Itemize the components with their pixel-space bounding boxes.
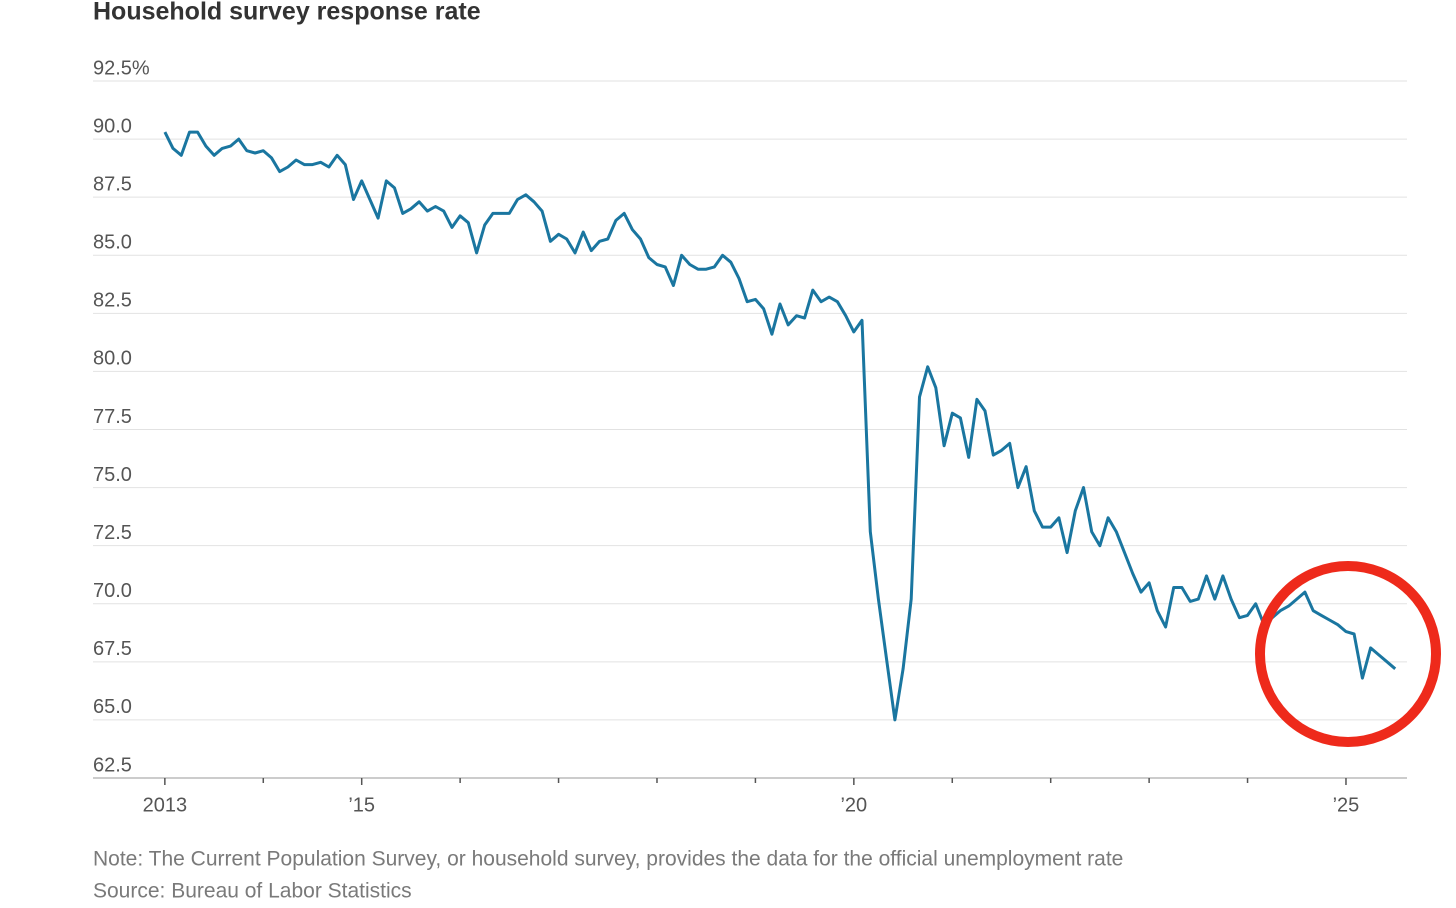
y-tick-label: 65.0 — [93, 696, 132, 718]
x-tick-label: 2013 — [143, 794, 188, 816]
y-tick-label: 90.0 — [93, 115, 132, 137]
y-tick-label: 67.5 — [93, 638, 132, 660]
y-tick-label: 70.0 — [93, 580, 132, 602]
grid: 92.5% 90.0 87.5 85.0 82.5 80.0 77.5 75.0 72.5 70.… — [93, 57, 1407, 779]
y-tick-label: 75.0 — [93, 464, 132, 486]
y-tick-label: 80.0 — [93, 348, 132, 370]
chart-title: Household survey response rate — [93, 0, 481, 26]
x-axis: 2013 ’15 ’20 ’25 — [143, 778, 1360, 816]
y-tick-label: 77.5 — [93, 406, 132, 428]
y-tick-label: 87.5 — [93, 173, 132, 195]
y-tick-label: 72.5 — [93, 522, 132, 544]
data-line — [163, 130, 1397, 722]
y-tick-label: 92.5% — [93, 57, 150, 79]
x-tick-label: ’15 — [348, 794, 375, 816]
y-tick-label: 85.0 — [93, 232, 132, 254]
plot — [163, 130, 1397, 722]
note: Note: The Current Population Survey, or … — [93, 848, 1123, 871]
x-tick-label: ’20 — [840, 794, 867, 816]
y-tick-label: 82.5 — [93, 290, 132, 312]
highlight-circle — [1255, 561, 1441, 747]
x-tick-label: ’25 — [1333, 794, 1360, 816]
y-tick-label: 62.5 — [93, 754, 132, 776]
source: Source: Bureau of Labor Statistics — [93, 880, 412, 903]
